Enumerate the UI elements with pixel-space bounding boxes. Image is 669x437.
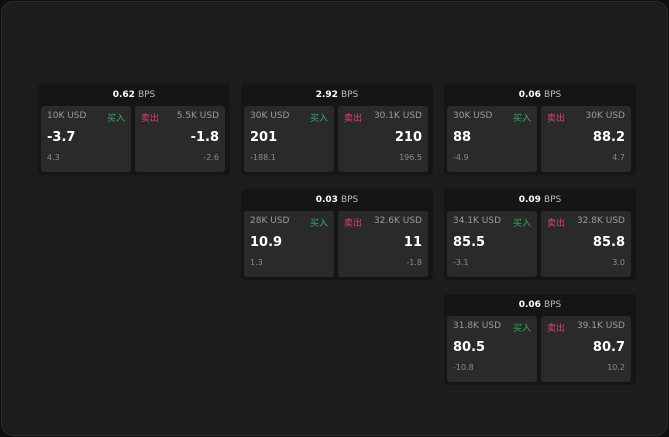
buy-size: 30K USD <box>250 111 290 121</box>
buy-change: -3.1 <box>453 258 469 267</box>
spread-header: 0.06 BPS <box>444 84 636 105</box>
buy-price: 85.5 <box>453 235 486 250</box>
sell-price: 85.8 <box>592 235 625 250</box>
spread-value: 0.09 <box>518 194 541 205</box>
sell-label: 卖出 <box>141 114 160 124</box>
quote-card: 0.03 BPS 28K USD 买入 10.9 1.3 卖出 32.6K USD 1… <box>241 189 433 280</box>
buy-price: 80.5 <box>453 340 486 355</box>
quote-card: 0.06 BPS 30K USD 买入 88 -4.9 卖出 30K USD 88.2… <box>444 84 636 175</box>
spread-value: 0.06 <box>518 299 541 310</box>
buy-label: 买入 <box>309 114 328 124</box>
quote-card: 0.62 BPS 10K USD 买入 -3.7 4.3 卖出 5.5K USD -1… <box>38 84 230 175</box>
spread-header: 0.62 BPS <box>38 84 230 105</box>
spread-unit: BPS <box>340 194 359 205</box>
buy-label: 买入 <box>106 114 125 124</box>
spread-header: 0.03 BPS <box>241 189 433 210</box>
sell-price: 11 <box>403 235 422 250</box>
sell-size: 39.1K USD <box>576 321 625 331</box>
buy-change: -4.9 <box>453 153 469 162</box>
buy-label: 买入 <box>512 324 531 334</box>
buy-size: 30K USD <box>453 111 493 121</box>
buy-label: 买入 <box>512 114 531 124</box>
sell-button[interactable]: 卖出 5.5K USD -1.8 -2.6 <box>135 106 225 172</box>
quote-card: 2.92 BPS 30K USD 买入 201 -188.1 卖出 30.1K USD… <box>241 84 433 175</box>
buy-button[interactable]: 34.1K USD 买入 85.5 -3.1 <box>447 211 537 277</box>
spread-unit: BPS <box>543 299 562 310</box>
sell-button[interactable]: 卖出 30.1K USD 210 196.5 <box>338 106 428 172</box>
sell-button[interactable]: 卖出 32.8K USD 85.8 3.0 <box>541 211 631 277</box>
buy-button[interactable]: 28K USD 买入 10.9 1.3 <box>244 211 334 277</box>
sell-price: 80.7 <box>592 340 625 355</box>
sell-change: 3.0 <box>612 258 625 267</box>
buy-size: 10K USD <box>47 111 87 121</box>
spread-value: 0.62 <box>112 89 135 100</box>
sell-label: 卖出 <box>344 114 363 124</box>
spread-unit: BPS <box>543 194 562 205</box>
sell-price: 210 <box>394 130 422 145</box>
sell-size: 30.1K USD <box>373 111 422 121</box>
sell-size: 32.8K USD <box>576 216 625 226</box>
buy-price: 201 <box>250 130 278 145</box>
sell-price: -1.8 <box>190 130 219 145</box>
sell-change: 4.7 <box>612 153 625 162</box>
buy-button[interactable]: 10K USD 买入 -3.7 4.3 <box>41 106 131 172</box>
buy-price: -3.7 <box>47 130 76 145</box>
buy-size: 34.1K USD <box>453 216 502 226</box>
buy-size: 28K USD <box>250 216 290 226</box>
spread-value: 0.06 <box>518 89 541 100</box>
spread-value: 0.03 <box>315 194 338 205</box>
sell-button[interactable]: 卖出 39.1K USD 80.7 10.2 <box>541 316 631 382</box>
sell-label: 卖出 <box>344 219 363 229</box>
buy-button[interactable]: 30K USD 买入 201 -188.1 <box>244 106 334 172</box>
spread-value: 2.92 <box>315 89 338 100</box>
spread-header: 2.92 BPS <box>241 84 433 105</box>
quote-card: 0.06 BPS 31.8K USD 买入 80.5 -10.8 卖出 39.1K U… <box>444 294 636 385</box>
buy-size: 31.8K USD <box>453 321 502 331</box>
sell-size: 30K USD <box>585 111 625 121</box>
sell-change: -2.6 <box>203 153 219 162</box>
sell-button[interactable]: 卖出 30K USD 88.2 4.7 <box>541 106 631 172</box>
buy-change: 1.3 <box>250 258 263 267</box>
sell-label: 卖出 <box>547 219 566 229</box>
spread-unit: BPS <box>340 89 359 100</box>
spread-unit: BPS <box>137 89 156 100</box>
buy-price: 88 <box>453 130 472 145</box>
buy-label: 买入 <box>309 219 328 229</box>
buy-price: 10.9 <box>250 235 283 250</box>
spread-header: 0.09 BPS <box>444 189 636 210</box>
buy-change: -10.8 <box>453 363 474 372</box>
spread-header: 0.06 BPS <box>444 294 636 315</box>
quote-card: 0.09 BPS 34.1K USD 买入 85.5 -3.1 卖出 32.8K US… <box>444 189 636 280</box>
sell-label: 卖出 <box>547 114 566 124</box>
buy-change: 4.3 <box>47 153 60 162</box>
spread-unit: BPS <box>543 89 562 100</box>
buy-change: -188.1 <box>250 153 276 162</box>
sell-label: 卖出 <box>547 324 566 334</box>
sell-change: 196.5 <box>399 153 422 162</box>
sell-price: 88.2 <box>592 130 625 145</box>
sell-size: 32.6K USD <box>373 216 422 226</box>
sell-change: -1.8 <box>406 258 422 267</box>
sell-size: 5.5K USD <box>176 111 219 121</box>
buy-label: 买入 <box>512 219 531 229</box>
sell-change: 10.2 <box>607 363 625 372</box>
buy-button[interactable]: 31.8K USD 买入 80.5 -10.8 <box>447 316 537 382</box>
sell-button[interactable]: 卖出 32.6K USD 11 -1.8 <box>338 211 428 277</box>
buy-button[interactable]: 30K USD 买入 88 -4.9 <box>447 106 537 172</box>
